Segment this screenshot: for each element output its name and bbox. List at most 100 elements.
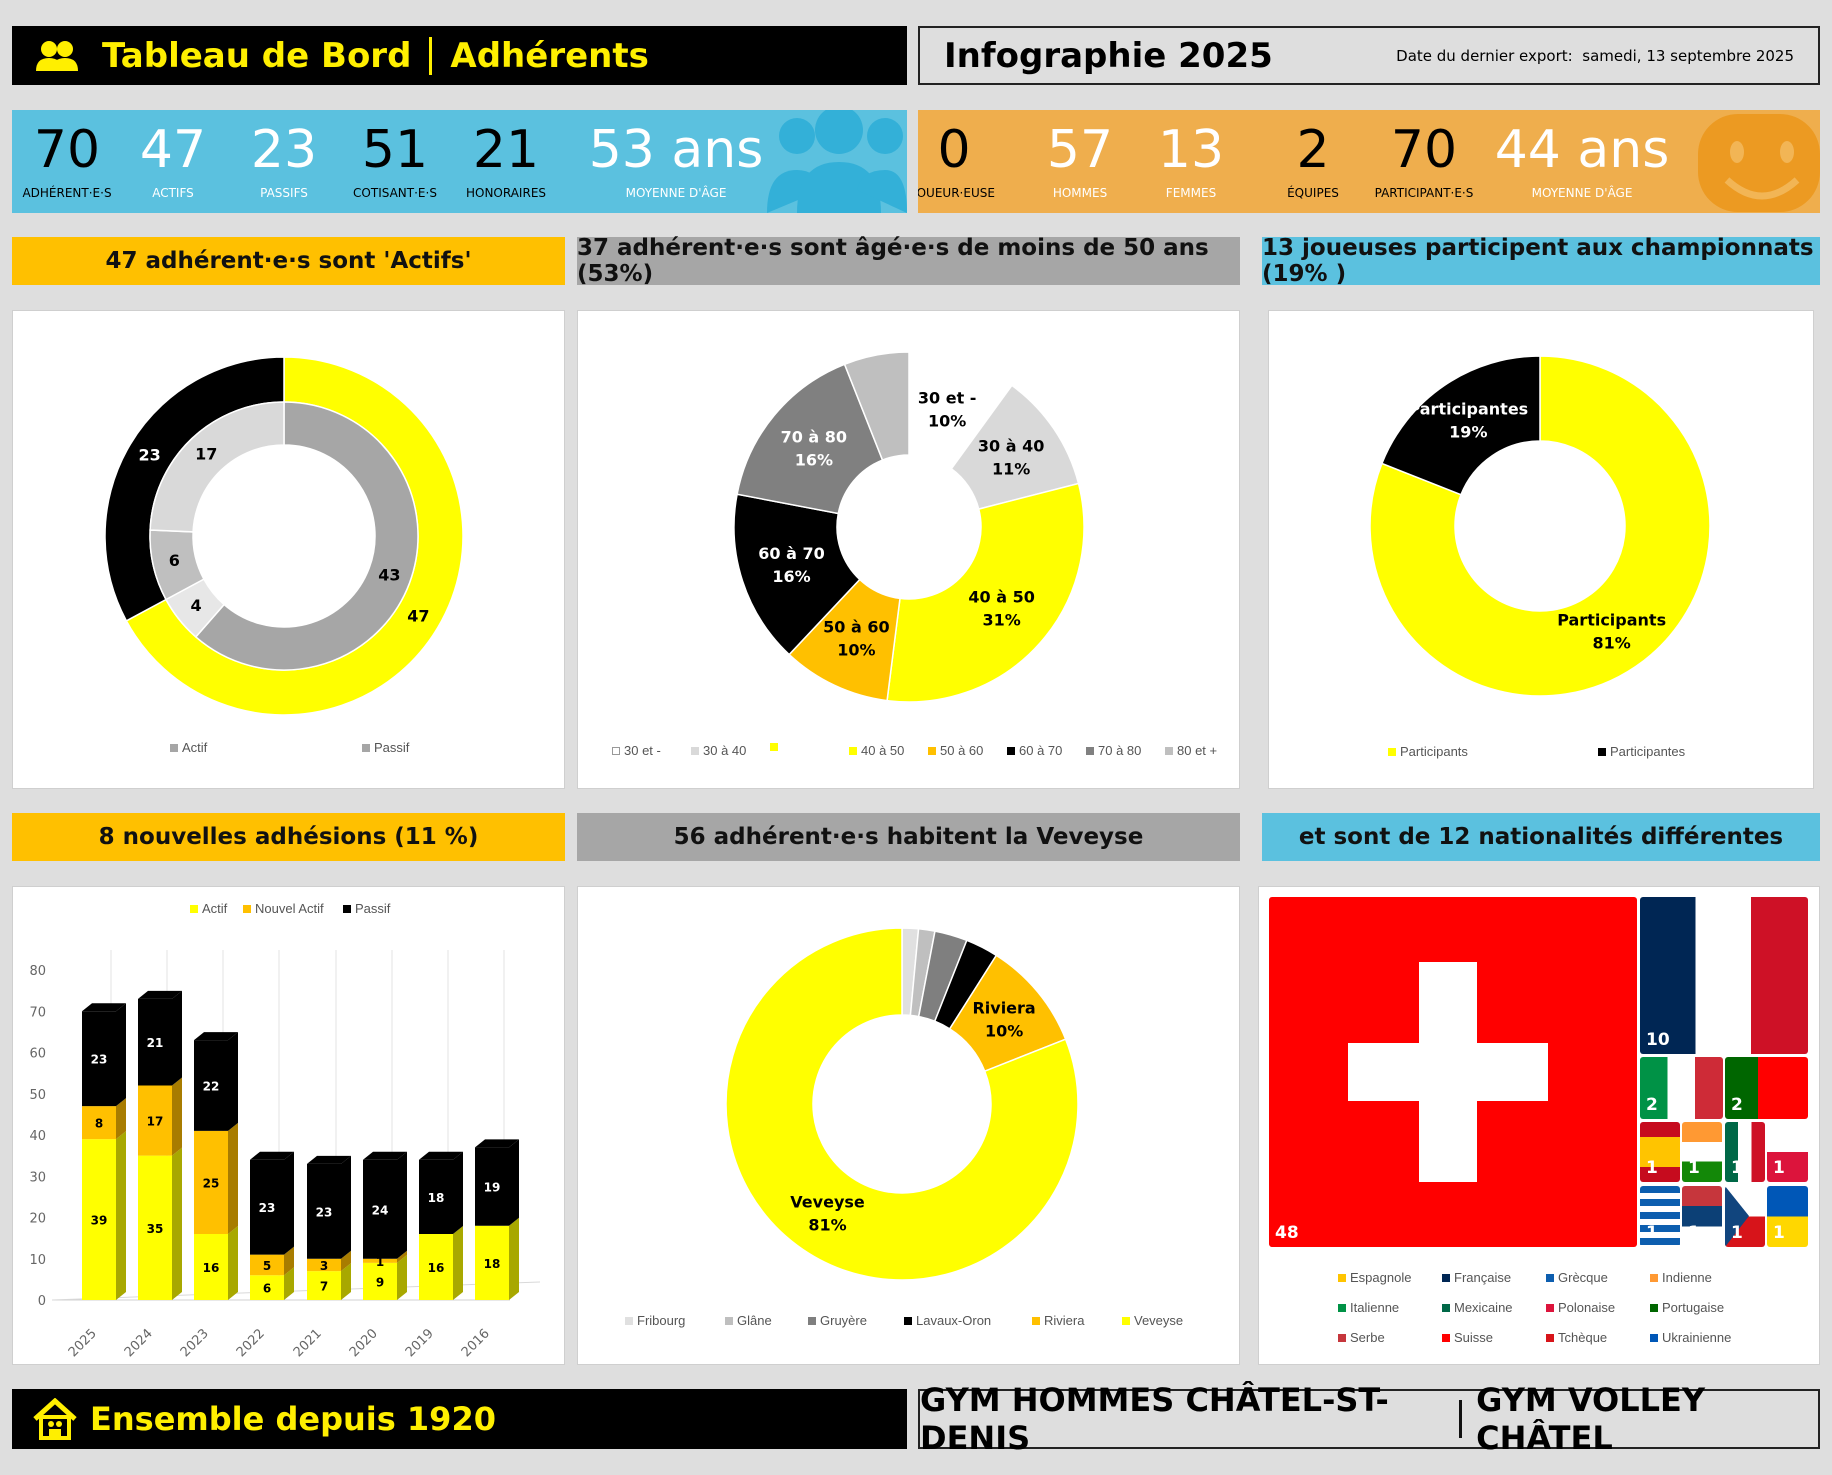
y-tick-label: 40	[29, 1129, 46, 1144]
bar-segment	[250, 1254, 284, 1276]
legend-label: Lavaux-Oron	[916, 1313, 992, 1328]
bar-segment	[82, 1106, 116, 1140]
treemap-value: 1	[1646, 1158, 1658, 1178]
legend-swatch	[1338, 1333, 1346, 1342]
section-nationalites-header: et sont de 12 nationalités différentes	[1262, 813, 1820, 861]
legend-label: Glâne	[737, 1313, 772, 1328]
x-tick-label: 2016	[459, 1326, 493, 1360]
legend-swatch	[725, 1316, 733, 1325]
legend-label: Nouvel Actif	[255, 901, 324, 916]
legend-participantes: Participantes	[1598, 744, 1685, 759]
age-slice	[886, 482, 1085, 703]
bar-side	[284, 1246, 294, 1276]
age-label: 60 à 70 16%	[758, 544, 824, 586]
legend-swatch	[1546, 1273, 1554, 1282]
legend-label: Passif	[374, 740, 410, 755]
treemap-value: 1	[1773, 1223, 1785, 1243]
legend-swatch	[904, 1316, 912, 1325]
age-slice	[736, 363, 884, 515]
club-name-2: GYM VOLLEY CHÂTEL	[1476, 1381, 1706, 1457]
age-label: 50 à 60 10%	[823, 618, 889, 660]
legend-label: 30 à 40	[703, 743, 747, 758]
legend-label: Ukrainienne	[1662, 1330, 1732, 1345]
legend-swatch	[190, 904, 198, 913]
legend-label: 80 et +	[1177, 743, 1218, 758]
bar-value-label: 23	[91, 1053, 108, 1067]
kpi-value: 23	[250, 120, 318, 180]
export-info: Date du dernier export: samedi, 13 septe…	[1396, 47, 1794, 65]
legend-nationalite: Italienne	[1338, 1300, 1399, 1315]
bar-segment	[475, 1225, 509, 1300]
bar-side	[397, 1250, 407, 1263]
section-age-header: 37 adhérent·e·s sont âgé·e·s de moins de…	[577, 235, 1240, 287]
legend-label: Participants	[1400, 744, 1468, 759]
bar-top	[250, 1151, 294, 1160]
legend-label: Indienne	[1662, 1270, 1712, 1285]
export-label: Date du dernier export:	[1396, 46, 1573, 65]
dashboard-title: Tableau de Bord	[102, 35, 412, 76]
bar-side	[453, 1226, 463, 1300]
legend-swatch	[928, 746, 936, 755]
kpi-value: 0	[937, 120, 971, 180]
bar-value-label: 9	[376, 1275, 384, 1289]
legend-actif: Actif	[170, 740, 207, 755]
actifs-inner-label: 43	[378, 566, 400, 585]
age-label: 40 à 50 31%	[968, 588, 1034, 630]
bar-side	[172, 1147, 182, 1300]
legend-region: Gruyère	[808, 1313, 867, 1328]
treemap-tile-ukrainienne: 1	[1767, 1186, 1808, 1247]
y-tick-label: 10	[29, 1253, 46, 1268]
bar-side	[341, 1250, 351, 1272]
club-name-1: GYM HOMMES CHÂTEL-ST-DENIS	[920, 1381, 1389, 1457]
bar-side	[453, 1151, 463, 1234]
championnats-label: Participants 81%	[1557, 610, 1666, 652]
bar-side	[284, 1267, 294, 1300]
y-tick-label: 60	[29, 1047, 46, 1062]
footer-right: GYM HOMMES CHÂTEL-ST-DENIS GYM VOLLEY CH…	[918, 1381, 1820, 1457]
legend-label: Polonaise	[1558, 1300, 1616, 1315]
kpi-label: HONORAIRES	[465, 186, 547, 200]
bar-top	[475, 1139, 519, 1148]
legend-swatch	[1546, 1333, 1554, 1342]
treemap-tile-tchèque: 1	[1725, 1186, 1765, 1247]
legend-swatch	[1388, 747, 1396, 756]
x-tick-label: 2022	[234, 1326, 268, 1360]
legend-label: 70 à 80	[1098, 743, 1142, 758]
bar-value-label: 16	[203, 1261, 220, 1275]
smiley-bg-icon	[1698, 114, 1820, 212]
title-bar: Tableau de Bord Adhérents	[12, 26, 907, 85]
legend-age: 30 à 40	[691, 743, 746, 758]
actifs-inner-label: 4	[190, 596, 201, 615]
x-tick-label: 2024	[122, 1326, 156, 1360]
bar-side	[509, 1139, 519, 1226]
x-tick-label: 2025	[66, 1326, 100, 1360]
kpi-label: PARTICIPANT·E·S	[1374, 186, 1474, 200]
bar-segment	[250, 1275, 284, 1300]
bar-value-label: 3	[320, 1259, 328, 1273]
bar-segment	[475, 1147, 509, 1226]
legend-label: 50 à 60	[940, 743, 984, 758]
bar-segment	[307, 1271, 341, 1300]
kpi-value: 70	[1390, 120, 1458, 180]
legend-swatch	[1338, 1303, 1346, 1312]
legend-age: 50 à 60	[928, 743, 983, 758]
legend-region: Lavaux-Oron	[904, 1313, 991, 1328]
treemap-value: 1	[1688, 1158, 1700, 1178]
x-tick-label: 2023	[178, 1326, 212, 1360]
treemap-value: 1	[1646, 1223, 1658, 1243]
legend-series: Nouvel Actif	[243, 901, 324, 916]
treemap-value: 10	[1646, 1030, 1670, 1050]
bar-side	[341, 1155, 351, 1259]
bar-value-label: 8	[95, 1117, 103, 1131]
bar-value-label: 35	[147, 1222, 164, 1236]
swiss-cross-icon-bar	[1348, 1043, 1548, 1101]
infographie-title: Infographie 2025	[944, 35, 1273, 76]
legend-swatch	[808, 1316, 816, 1325]
legend-label: Italienne	[1350, 1300, 1400, 1315]
legend-swatch	[1442, 1333, 1450, 1342]
bar-value-label: 39	[91, 1214, 108, 1228]
legend-swatch	[1338, 1273, 1346, 1282]
treemap-value: 1	[1688, 1223, 1700, 1243]
bar-segment	[138, 1155, 172, 1300]
kpi-value: 70	[33, 120, 101, 180]
